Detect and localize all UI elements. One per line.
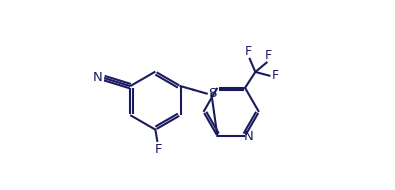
Text: N: N bbox=[93, 71, 103, 84]
Text: F: F bbox=[265, 49, 272, 62]
Text: S: S bbox=[208, 87, 216, 100]
Text: N: N bbox=[244, 130, 253, 143]
Text: F: F bbox=[154, 143, 162, 156]
Text: F: F bbox=[272, 69, 279, 82]
Text: F: F bbox=[245, 45, 252, 58]
